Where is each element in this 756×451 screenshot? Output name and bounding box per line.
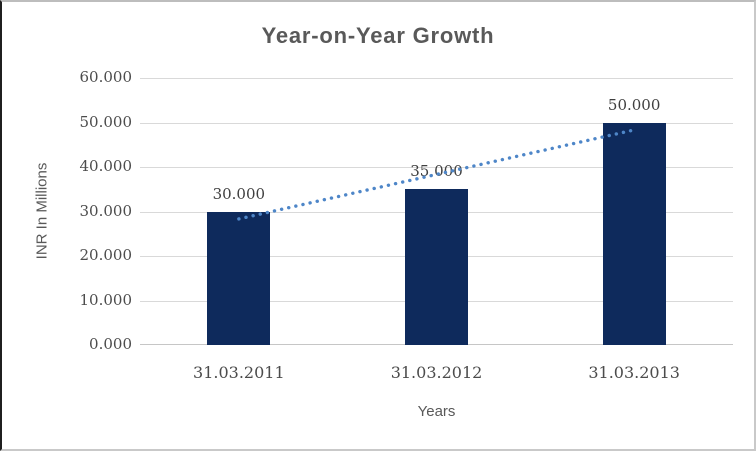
y-tick-label: 10.000 [79, 290, 133, 309]
y-tick-label: 20.000 [79, 246, 133, 264]
plot-area: 30.000 35.000 50.000 [140, 78, 733, 345]
x-tick-label: 31.03.2012 [390, 363, 483, 382]
chart-title: Year-on-Year Growth [261, 23, 495, 48]
bar-2 [405, 189, 468, 345]
data-label: 50.000 [607, 95, 661, 114]
y-tick-label: 0.000 [89, 335, 132, 353]
y-tick-label: 40.000 [79, 157, 133, 175]
x-tick-label: 31.03.2013 [588, 363, 680, 382]
bar-1 [207, 211, 271, 345]
data-label: 35.000 [410, 162, 463, 181]
bar-3 [602, 122, 666, 345]
y-tick-label: 60.000 [79, 68, 133, 86]
y-tick-label: 50.000 [79, 112, 133, 131]
data-label: 30.000 [212, 184, 266, 203]
x-axis-title: Years [417, 403, 456, 420]
gridline [140, 123, 733, 124]
gridline [140, 78, 733, 79]
x-tick-label: 31.03.2011 [193, 363, 285, 382]
y-tick-label: 30.000 [79, 201, 133, 220]
